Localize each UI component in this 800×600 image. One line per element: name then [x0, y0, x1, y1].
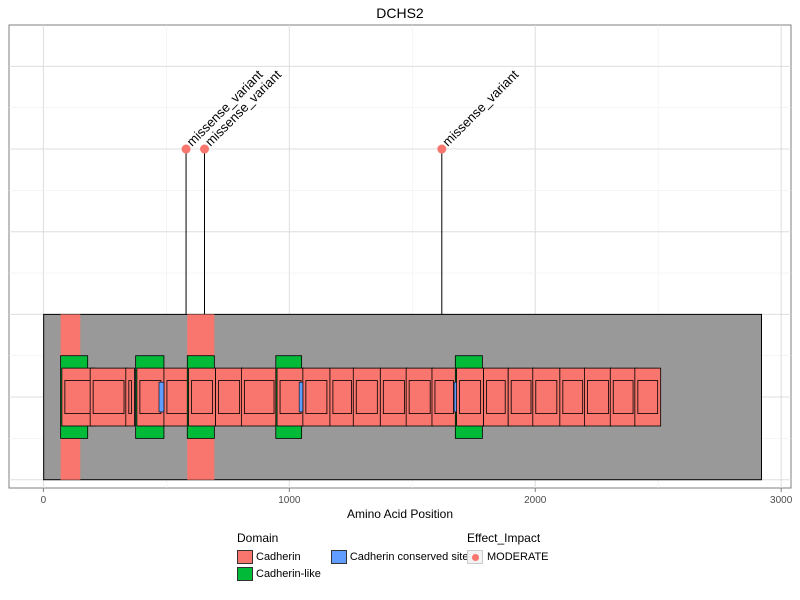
domain-inner-box: [535, 380, 558, 414]
legend-label: Cadherin-like: [256, 568, 321, 580]
moderate-dot-swatch: [467, 550, 483, 564]
domain-inner-box: [166, 380, 189, 414]
cadherin-swatch: [237, 550, 253, 564]
domain-inner-box: [243, 380, 275, 414]
conserved-site: [158, 381, 165, 413]
legend-label: Cadherin: [256, 551, 301, 563]
domain-legend-title: Domain: [237, 531, 279, 545]
domain-inner-box: [562, 380, 584, 414]
cadherin-like-swatch: [237, 567, 253, 581]
conserved-site-swatch: [330, 550, 347, 564]
domain-inner-box: [128, 380, 132, 414]
variant-point: [200, 144, 209, 154]
domain-inner-box: [510, 380, 532, 414]
domain-inner-box: [64, 380, 93, 414]
x-axis-label: Amino Acid Position: [347, 507, 453, 521]
x-tick-label: 0: [41, 495, 47, 506]
domain-inner-box: [486, 380, 506, 414]
domain-inner-box: [408, 380, 431, 414]
domain-inner-box: [305, 380, 328, 414]
domain-inner-box: [587, 380, 609, 414]
x-tick-label: 3000: [770, 495, 793, 506]
impact-legend-title: Effect_Impact: [467, 531, 541, 545]
legend-item-moderate: MODERATE: [467, 549, 549, 565]
domain-inner-box: [434, 380, 454, 414]
legend-label: Cadherin conserved site: [349, 551, 469, 563]
variant-point: [181, 144, 191, 154]
legend-item-cadherin: Cadherin: [237, 549, 321, 565]
variant-point: [437, 144, 447, 154]
domain-inner-box: [355, 380, 378, 414]
domain-inner-box: [612, 380, 634, 414]
conserved-site: [453, 381, 457, 413]
domain-layer: [60, 355, 662, 439]
x-axis: 0 1000 2000 3000: [41, 488, 793, 506]
domain-inner-box: [191, 380, 213, 414]
legend-item-cadherin-conserved-site: Cadherin conserved site: [330, 549, 469, 565]
legend-item-cadherin-like: Cadherin-like: [237, 566, 321, 582]
domain-inner-box: [332, 380, 352, 414]
domain-inner-box: [218, 380, 241, 414]
domain-legend: Domain Cadherin Cadherin-like Cadherin c…: [237, 531, 468, 583]
x-tick-label: 2000: [524, 495, 547, 506]
domain-inner-box: [92, 380, 125, 414]
domain-inner-box: [382, 380, 405, 414]
domain-inner-box: [637, 380, 659, 414]
domain-inner-box: [139, 380, 162, 414]
domain-inner-box: [459, 380, 482, 414]
impact-legend: Effect_Impact MODERATE: [467, 531, 549, 566]
conserved-site: [298, 381, 304, 413]
legend-label: MODERATE: [487, 551, 549, 563]
domain-inner-box: [279, 380, 302, 414]
chart-title: DCHS2: [376, 5, 424, 21]
x-tick-label: 1000: [278, 495, 301, 506]
